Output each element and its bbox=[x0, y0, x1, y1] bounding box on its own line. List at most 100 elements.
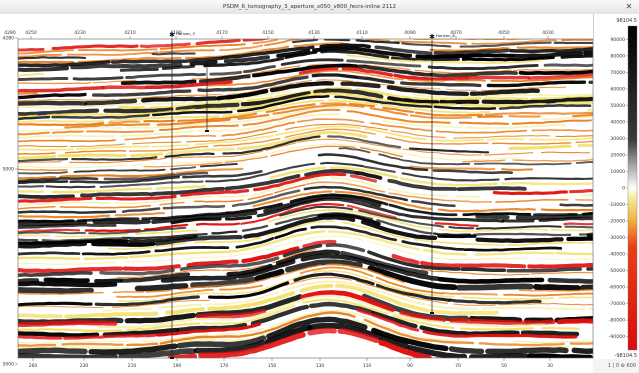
reflector-segment bbox=[284, 128, 376, 139]
reflector-segment bbox=[413, 93, 482, 99]
reflector-segment bbox=[237, 95, 330, 113]
reflector-segment bbox=[18, 171, 68, 175]
reflector-segment bbox=[511, 119, 592, 125]
reflector-segment bbox=[226, 263, 273, 277]
well-td-marker bbox=[430, 312, 434, 314]
reflector-segment bbox=[269, 81, 335, 93]
reflector-segment bbox=[246, 96, 273, 103]
reflector-segment bbox=[277, 115, 304, 124]
reflector-segment bbox=[129, 145, 209, 152]
reflector-segment bbox=[500, 181, 593, 186]
reflector-segment bbox=[445, 88, 477, 92]
reflector-segment bbox=[18, 256, 81, 260]
reflector-segment bbox=[317, 153, 429, 172]
reflector-segment bbox=[18, 238, 129, 245]
reflector-segment bbox=[221, 264, 265, 271]
reflector-segment bbox=[176, 322, 248, 332]
reflector-segment bbox=[346, 54, 433, 63]
reflector-segment bbox=[171, 150, 263, 159]
title-bar[interactable]: PSDM_6_tomography_3_aperture_x050_v800_f… bbox=[0, 0, 639, 15]
seismic-section-panel[interactable]: 4280 4250 4230 4210 4190 4170 4150 4130 4110 4090… bbox=[0, 14, 593, 373]
reflector-segment bbox=[231, 189, 301, 208]
colorbar-tick-label: 90000 bbox=[610, 37, 625, 43]
reflector-segment bbox=[516, 46, 593, 50]
reflector-segment bbox=[219, 284, 264, 291]
bottom-tick-label: 90 bbox=[407, 363, 413, 369]
reflector-segment bbox=[45, 185, 96, 189]
reflector-segment bbox=[130, 152, 164, 158]
well-symbol-icon[interactable]: ✱ bbox=[169, 31, 175, 39]
reflector-segment bbox=[285, 259, 363, 273]
reflector-segment bbox=[145, 80, 233, 90]
reflector-segment bbox=[469, 88, 540, 96]
reflector-segment bbox=[54, 233, 129, 238]
seismic-reflectors bbox=[18, 39, 593, 358]
reflector-segment bbox=[380, 103, 491, 114]
colorbar-ticks: 90000 80000 70000 60000 50000 40000 30000 20000… bbox=[609, 37, 628, 340]
reflector-segment bbox=[355, 75, 395, 85]
well-symbol-icon[interactable]: ✱ bbox=[429, 33, 435, 41]
reflector-segment bbox=[555, 252, 593, 256]
reflector-segment bbox=[402, 148, 482, 156]
reflector-segment bbox=[460, 327, 535, 331]
reflector-segment bbox=[159, 124, 239, 131]
reflector-segment bbox=[187, 90, 292, 104]
reflector-segment bbox=[279, 205, 354, 217]
reflector-segment bbox=[51, 44, 139, 51]
reflector-segment bbox=[247, 193, 274, 201]
reflector-segment bbox=[222, 105, 279, 117]
reflector-segment bbox=[167, 353, 197, 358]
reflector-segment bbox=[404, 213, 505, 223]
reflector-segment bbox=[555, 101, 593, 105]
reflector-segment bbox=[296, 118, 365, 124]
close-icon[interactable]: ✕ bbox=[625, 2, 633, 11]
bottom-tick-label: 70 bbox=[455, 363, 461, 369]
reflector-segment bbox=[519, 289, 593, 292]
reflector-segment bbox=[378, 339, 432, 358]
seismic-section-canvas[interactable]: 4280 4250 4230 4210 4190 4170 4150 4130 4110 4090… bbox=[0, 14, 593, 373]
reflector-segment bbox=[18, 335, 63, 340]
reflector-segment bbox=[458, 121, 509, 125]
reflector-segment bbox=[194, 134, 275, 146]
reflector-segment bbox=[299, 266, 374, 278]
reflector-segment bbox=[18, 131, 50, 136]
reflector-segment bbox=[501, 168, 534, 171]
well-symbol-icon[interactable]: ✱ bbox=[204, 61, 210, 69]
reflector-segment bbox=[18, 98, 116, 102]
reflector-segment bbox=[18, 134, 116, 139]
reflector-segment bbox=[101, 85, 148, 90]
reflector-segment bbox=[328, 130, 368, 139]
reflector-segment bbox=[18, 305, 104, 309]
reflector-segment bbox=[461, 55, 555, 62]
reflector-segment bbox=[18, 214, 111, 219]
reflector-segment bbox=[401, 42, 452, 48]
reflector-segment bbox=[414, 111, 484, 117]
reflector-segment bbox=[357, 64, 433, 77]
reflector-segment bbox=[124, 312, 196, 324]
reflector-segment bbox=[162, 204, 226, 210]
reflector-segment bbox=[531, 128, 593, 132]
reflector-segment bbox=[556, 318, 593, 325]
reflector-segment bbox=[348, 102, 376, 108]
reflector-segment bbox=[465, 126, 492, 130]
reflector-segment bbox=[583, 50, 593, 55]
reflector-segment bbox=[193, 340, 266, 354]
reflector-segment bbox=[563, 222, 593, 226]
reflector-segment bbox=[18, 347, 88, 355]
reflector-segment bbox=[455, 195, 481, 198]
reflector-segment bbox=[160, 292, 210, 300]
reflector-segment bbox=[325, 263, 405, 284]
reflector-segment bbox=[307, 327, 337, 336]
reflector-segment bbox=[18, 177, 99, 183]
reflector-segment bbox=[131, 163, 157, 166]
reflector-segment bbox=[115, 195, 213, 205]
reflector-segment bbox=[274, 184, 306, 194]
colorbar-max-label: 98104.5 bbox=[616, 18, 637, 24]
reflector-segment bbox=[356, 280, 406, 297]
reflector-segment bbox=[443, 321, 500, 328]
reflector-segment bbox=[520, 330, 580, 337]
reflector-segment bbox=[320, 49, 390, 59]
reflector-segment bbox=[367, 250, 461, 271]
reflector-segment bbox=[198, 74, 251, 84]
reflector-segment bbox=[177, 339, 216, 344]
